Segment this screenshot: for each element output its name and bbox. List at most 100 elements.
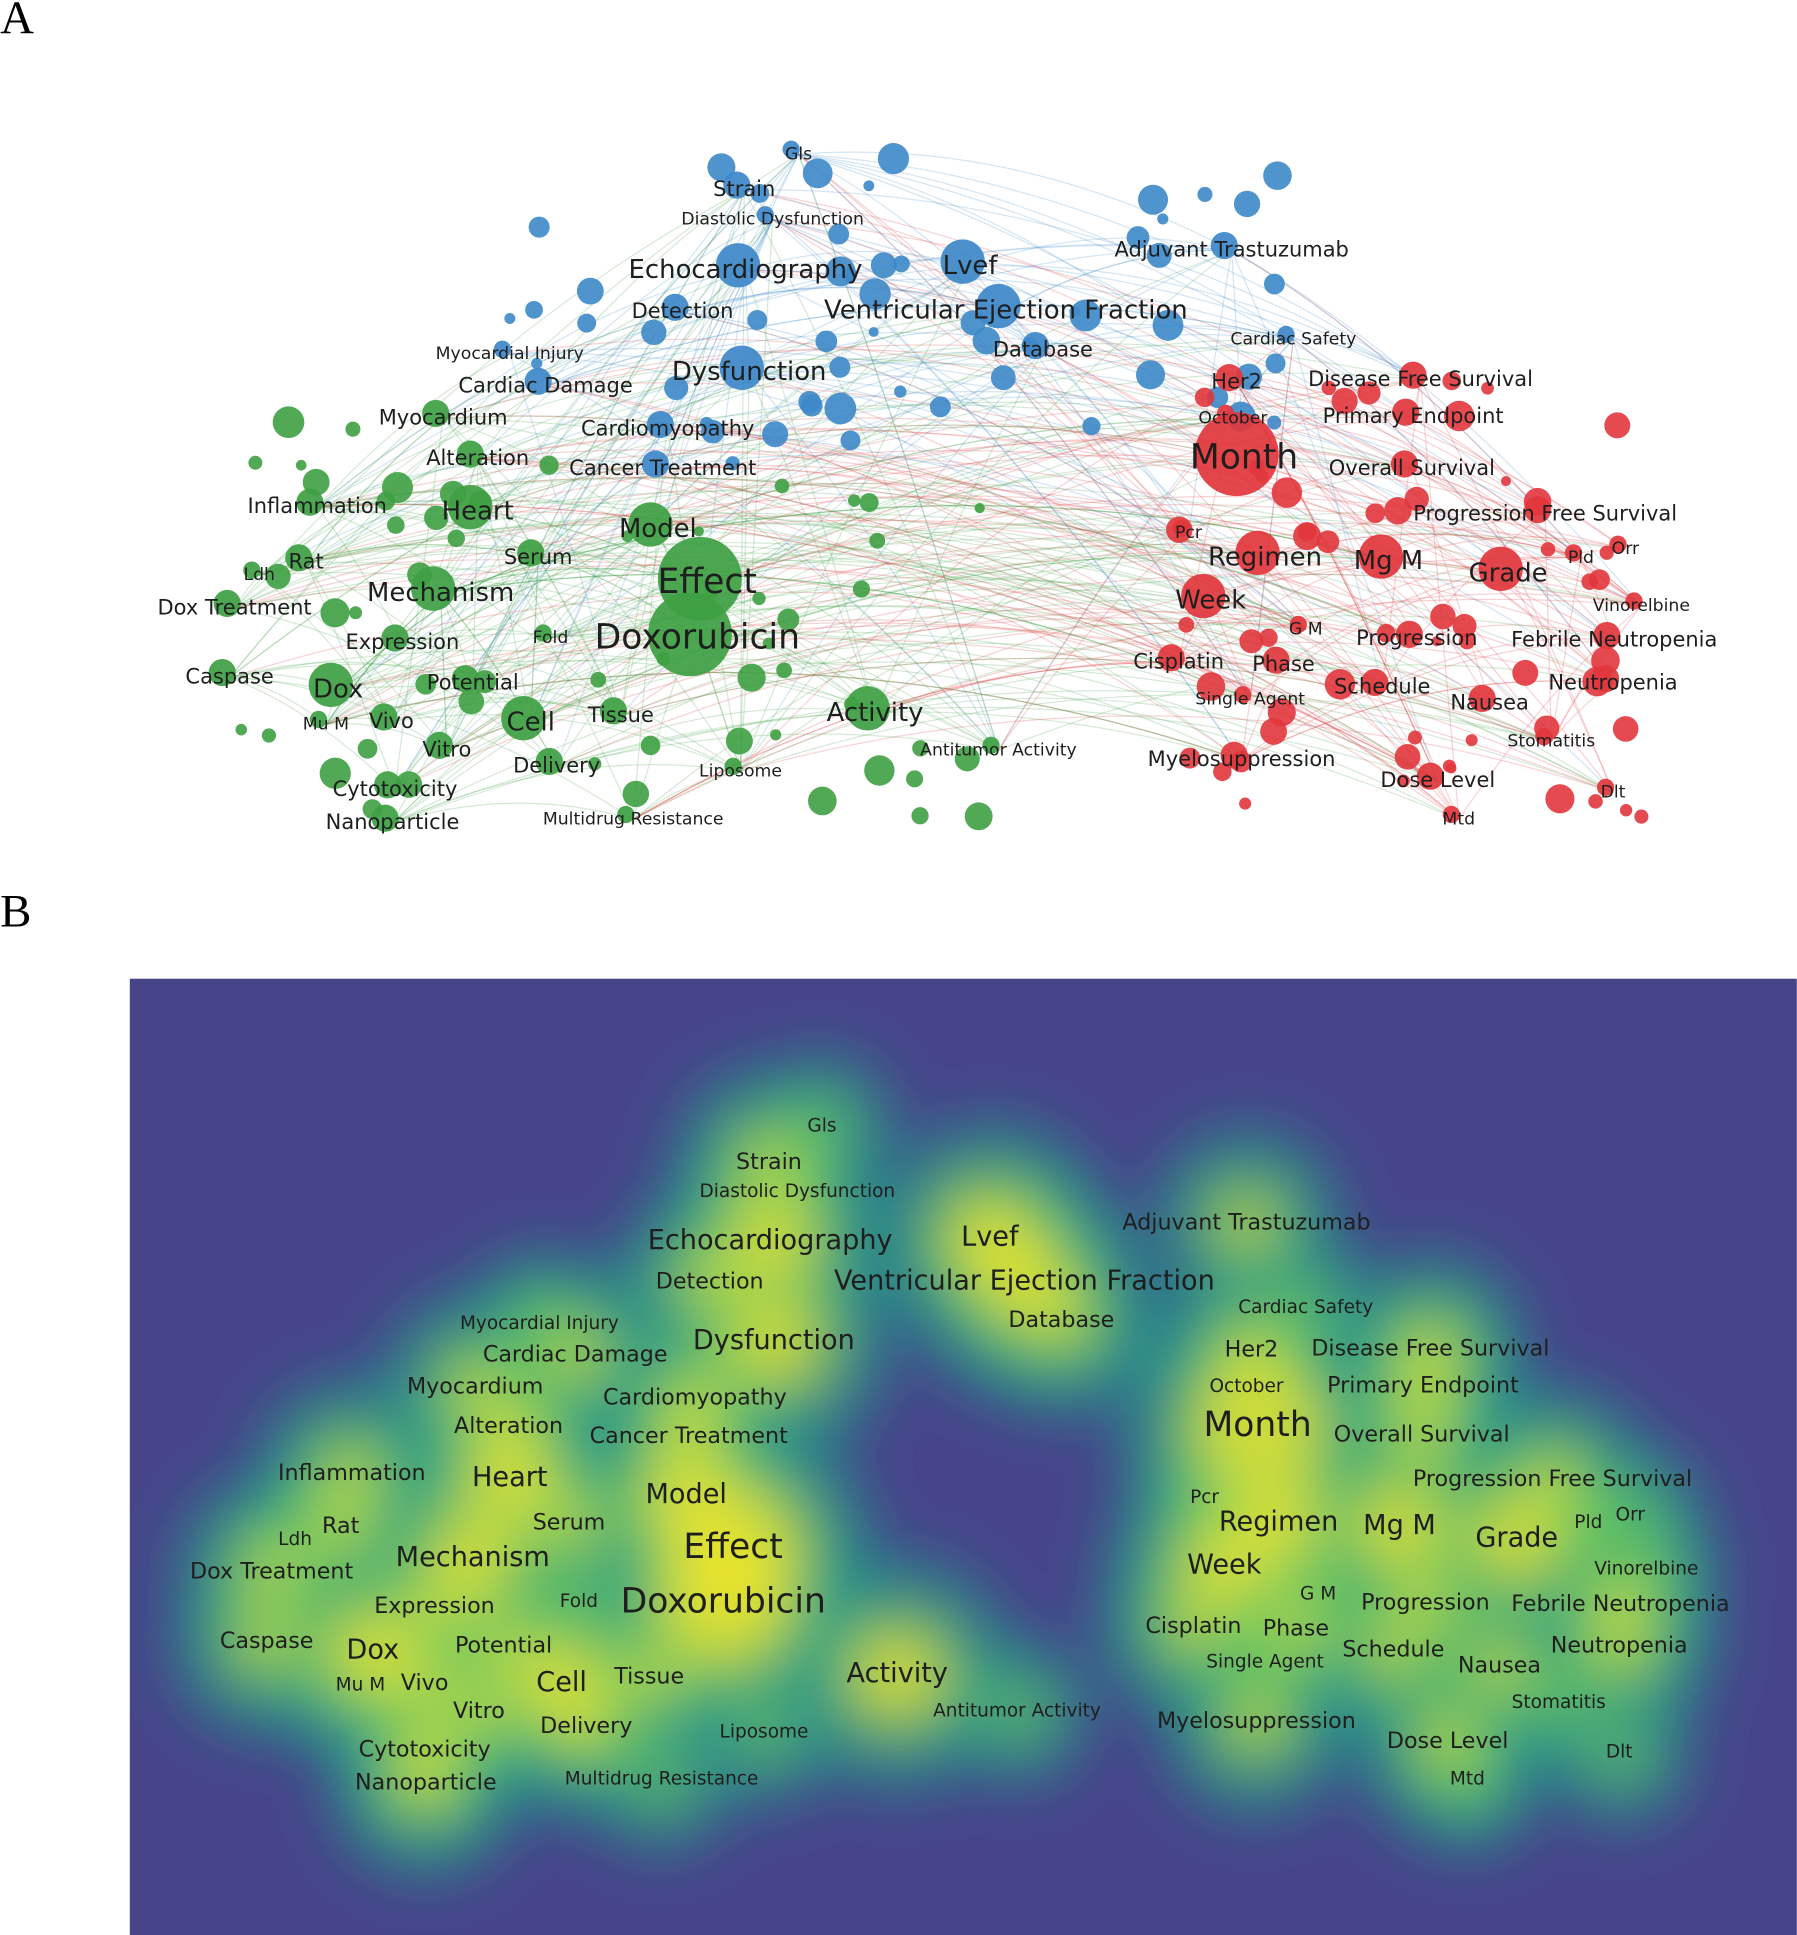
node	[664, 375, 689, 401]
term-label: Cardiomyopathy	[581, 416, 754, 440]
node	[840, 430, 861, 451]
term-label: Phase	[1252, 652, 1315, 676]
node	[1588, 794, 1603, 809]
edge	[556, 219, 774, 767]
edge	[874, 458, 1245, 714]
density-core	[403, 1662, 446, 1705]
node	[1442, 371, 1462, 391]
node	[1210, 232, 1238, 260]
edge	[739, 219, 774, 772]
node	[911, 807, 929, 825]
node	[374, 771, 402, 799]
edge	[316, 353, 511, 508]
term-label: Febrile Neutropenia	[1511, 1591, 1729, 1617]
term-label: Stomatitis	[1512, 1692, 1606, 1713]
edge	[697, 625, 1614, 793]
density-core	[855, 1632, 940, 1717]
node	[1239, 797, 1252, 810]
edge	[446, 153, 800, 751]
term-label: Dox	[346, 1635, 399, 1666]
term-label: Adjuvant Trastuzumab	[1115, 238, 1349, 262]
node	[357, 738, 378, 759]
edge	[234, 556, 1383, 688]
node	[828, 223, 850, 245]
density-core	[319, 1505, 362, 1548]
edge	[739, 372, 750, 772]
node	[1289, 615, 1307, 634]
node	[534, 624, 552, 642]
node	[1262, 646, 1290, 674]
edge	[632, 532, 1189, 820]
node	[1524, 496, 1552, 524]
edge	[667, 391, 1413, 470]
node	[447, 529, 466, 548]
edge	[338, 657, 1459, 820]
node	[1545, 784, 1575, 814]
node	[622, 780, 650, 808]
node	[1146, 242, 1172, 268]
node	[1612, 716, 1639, 742]
edge	[477, 189, 745, 460]
term-label: Cardiomyopathy	[603, 1385, 787, 1411]
node	[1135, 360, 1166, 390]
term-label: Dox	[313, 674, 363, 704]
term-label: Progression	[1356, 626, 1477, 650]
density-mid	[1432, 1744, 1502, 1815]
density-mid	[1584, 1717, 1654, 1787]
edge	[1249, 573, 1509, 701]
edge	[259, 543, 1552, 743]
node	[859, 493, 879, 513]
network-nodes	[208, 140, 1649, 832]
edge	[1042, 349, 1552, 743]
node	[535, 747, 563, 775]
edge	[305, 417, 444, 564]
edge	[472, 578, 1211, 685]
node	[863, 180, 875, 192]
density-core	[457, 1690, 500, 1733]
edge	[477, 458, 1439, 782]
term-label: Orr	[1616, 1504, 1646, 1525]
edge	[477, 458, 1242, 761]
density-mid	[1524, 1668, 1594, 1738]
term-label: Heart	[472, 1462, 548, 1493]
edge	[657, 454, 1546, 530]
term-label: Progression Free Survival	[1413, 502, 1677, 526]
density-core	[628, 1656, 671, 1699]
edge	[305, 417, 444, 564]
term-label: Lvef	[961, 1221, 1020, 1252]
edge	[477, 449, 1418, 640]
edge	[706, 414, 1414, 585]
edge	[259, 559, 1439, 782]
density-core	[1401, 1364, 1444, 1407]
node	[1267, 415, 1282, 430]
edge	[472, 619, 1179, 685]
node	[1452, 613, 1477, 638]
node	[590, 671, 607, 688]
node	[1021, 331, 1050, 360]
term-label: Ldh	[243, 565, 275, 585]
edge	[305, 562, 392, 723]
edge	[317, 506, 999, 751]
term-label: October	[1198, 408, 1268, 428]
node	[1215, 364, 1243, 392]
node	[641, 450, 669, 478]
edge	[1232, 417, 1642, 607]
node	[424, 505, 449, 531]
density-core	[245, 1620, 288, 1663]
term-label: Orr	[1612, 539, 1640, 559]
edge	[1241, 680, 1614, 761]
node	[906, 770, 924, 788]
edge	[1236, 381, 1546, 516]
node	[458, 688, 485, 715]
term-label: Week	[1187, 1550, 1262, 1581]
term-label: Grade	[1475, 1522, 1558, 1553]
edge	[443, 415, 1212, 602]
node	[869, 532, 886, 549]
edge	[1236, 382, 1418, 640]
density-core	[1599, 1583, 1642, 1626]
node	[1213, 762, 1232, 782]
edge	[556, 707, 876, 767]
node	[776, 662, 792, 679]
edge	[556, 706, 1438, 782]
